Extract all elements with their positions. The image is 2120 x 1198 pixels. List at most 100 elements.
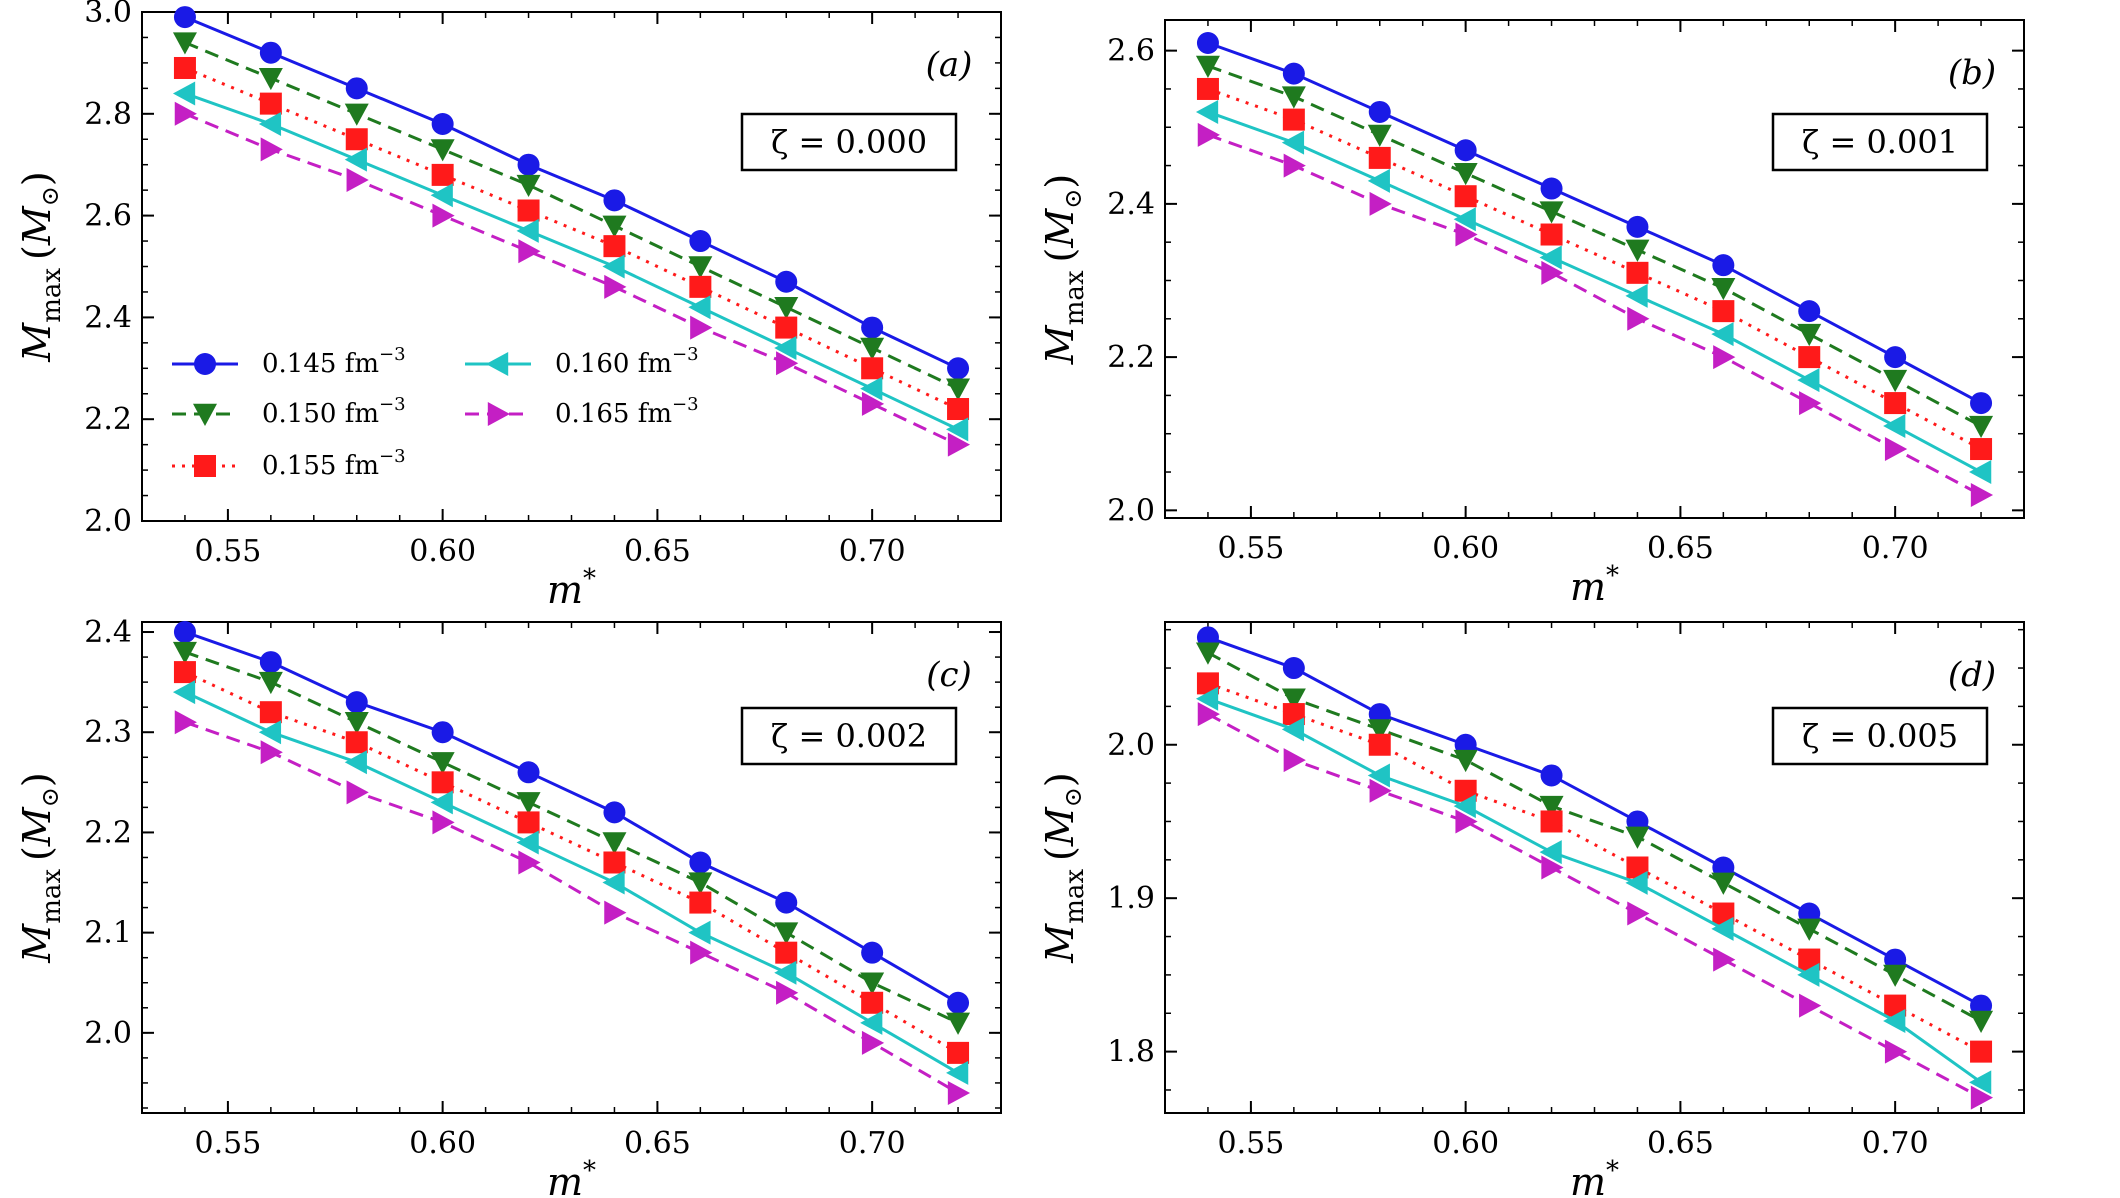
data-point [947,991,970,1014]
data-point [1455,222,1478,247]
data-point [688,920,711,945]
x-tick-label: 0.65 [624,534,691,569]
x-axis-label: m* [1570,561,1619,609]
param-box [1771,706,1989,766]
data-point [1970,438,1993,461]
data-point [1369,778,1392,803]
legend-marker [194,455,216,477]
series [1197,122,1994,508]
data-point [1282,62,1305,85]
panel-label: (d) [1948,655,1996,695]
param-text: ζ = 0.002 [771,717,927,755]
data-point [1369,191,1392,216]
y-tick-label: 3.0 [84,0,132,30]
data-point [1711,916,1734,941]
series-line [184,720,959,1095]
param-box [740,706,958,766]
data-point [1883,964,1908,987]
data-point [1196,77,1219,100]
data-point [689,851,712,874]
data-point [1540,223,1563,246]
legend-item: 0.150 fm−3 [172,394,406,429]
data-point [1798,346,1821,369]
data-point [861,357,884,380]
data-point [258,111,282,136]
data-point [431,771,454,794]
data-point [1196,672,1219,695]
series [1195,686,1992,1095]
data-point [259,651,282,674]
data-point [775,891,798,914]
chart-panel: 0.55 0.60 0.65 0.70 2.0 2.1 2.2 2.3 2.4 m* Mmax(M⊙… [15,615,1002,1198]
legend-marker [194,353,216,375]
series-line [1207,87,1982,451]
data-point [946,417,969,442]
data-point [688,295,711,320]
series-line [1207,697,1982,1084]
data-point [690,315,713,340]
data-point [603,189,626,212]
data-point [1626,215,1649,238]
param-box [740,112,958,172]
data-point [1195,55,1220,78]
data-point [1541,260,1564,285]
data-point [604,274,627,299]
series-line [1207,41,1982,405]
data-point [345,128,368,151]
data-point [1454,139,1477,162]
data-point [344,147,367,172]
y-tick-label: 2.2 [84,815,132,850]
data-point [861,941,884,964]
data-point [1453,163,1478,186]
data-point [1799,993,1822,1018]
data-point [1798,300,1821,323]
data-point [259,92,282,115]
chart-panel: 0.55 0.60 0.65 0.70 2.0 2.2 2.4 2.6 2.8 3.0 m* Mmax… [15,0,1002,612]
data-point [1626,856,1649,879]
data-point [603,235,626,258]
data-point [1970,483,1994,508]
legend-label: 0.165 fm−3 [555,394,699,429]
x-tick-label: 0.70 [839,1126,906,1161]
panel-label: (b) [1948,53,1996,93]
data-point [258,67,283,91]
data-point [1797,962,1820,987]
data-point [346,780,369,805]
data-point [1368,100,1391,123]
series-line [184,670,959,1055]
data-point [1539,201,1564,224]
param-text: ζ = 0.005 [1802,717,1958,755]
data-point [603,851,626,874]
series [173,6,970,380]
data-point [1625,239,1650,262]
data-point [1797,323,1822,347]
data-point [946,1012,971,1035]
data-point [947,1041,970,1064]
data-point [1283,153,1306,178]
y-axis-label: Mmax(M⊙) [1038,174,1090,365]
series [173,661,970,1064]
data-point [774,335,797,360]
data-point [688,872,713,895]
param-text: ζ = 0.001 [1802,123,1958,161]
data-point [517,199,540,222]
data-point [431,163,454,186]
data-point [776,980,799,1005]
y-tick-label: 1.8 [1107,1035,1155,1070]
series-line [184,15,959,370]
data-point [516,218,539,243]
series-line [1207,64,1982,428]
data-point [946,378,971,401]
x-axis-label: m* [547,1156,596,1198]
y-tick-label: 2.6 [1107,34,1155,69]
data-point [775,270,798,293]
data-point [1196,31,1219,54]
data-point [1969,415,1994,439]
data-point [1625,283,1648,308]
data-point [345,691,368,714]
data-point [432,203,455,228]
data-point [688,256,713,279]
panel-label: (a) [926,45,973,85]
data-point [173,56,196,79]
